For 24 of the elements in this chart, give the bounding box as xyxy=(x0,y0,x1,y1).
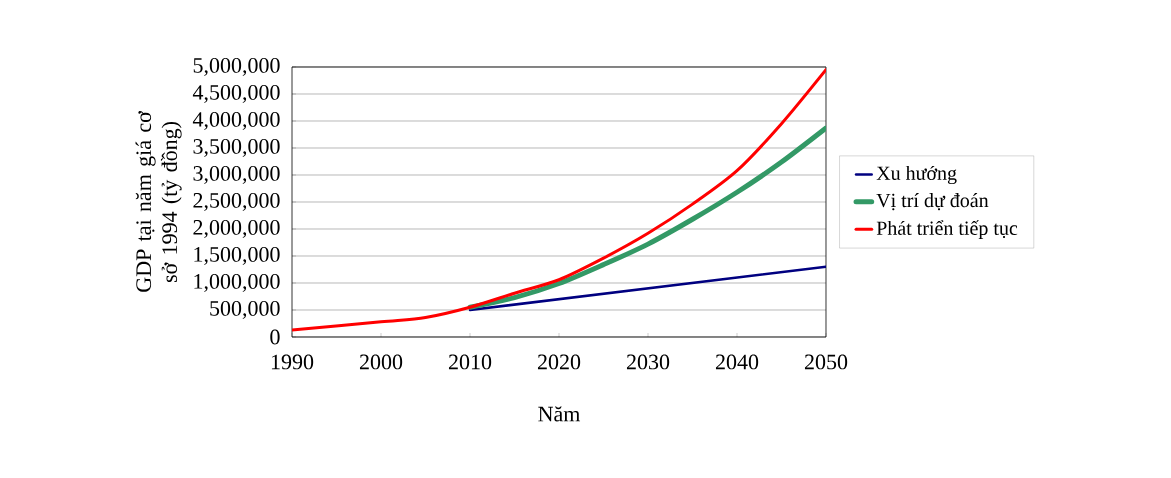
y-tick-label: 4,500,000 xyxy=(192,84,280,103)
y-tick-label: 0 xyxy=(270,329,280,345)
y-tick-label: 2,500,000 xyxy=(193,192,280,211)
y-tick-label: 500,000 xyxy=(210,300,280,319)
x-tick-label: 2020 xyxy=(537,354,581,370)
x-tick-label: 2040 xyxy=(715,354,759,370)
x-tick-label: 2000 xyxy=(359,354,403,370)
y-axis-title: GDP tại năm giá cơ sở 1994 (tỷ đồng) xyxy=(135,111,182,292)
x-tick-label: 2050 xyxy=(804,354,848,370)
y-tick-label: 4,000,000 xyxy=(192,111,280,130)
y-tick-label: 3,500,000 xyxy=(193,138,280,157)
y-tick-label: 3,000,000 xyxy=(193,165,280,184)
y-tick-label: 5,000,000 xyxy=(193,57,280,76)
y-tick-label: 2,000,000 xyxy=(193,219,280,238)
y-tick-label: 1,500,000 xyxy=(194,246,280,265)
x-tick-label: 2030 xyxy=(626,354,670,370)
legend-label: Vị trí dự đoán xyxy=(876,193,989,211)
line-series xyxy=(292,68,826,332)
legend-label: Xu hướng xyxy=(876,165,957,185)
x-tick-label: 2010 xyxy=(448,354,492,370)
x-tick-label: 1990 xyxy=(271,354,314,370)
y-tick-label: 1,000,000 xyxy=(194,273,280,292)
legend-label: Phát triển tiếp tục xyxy=(876,220,1018,240)
x-axis-title: Năm xyxy=(538,406,581,422)
